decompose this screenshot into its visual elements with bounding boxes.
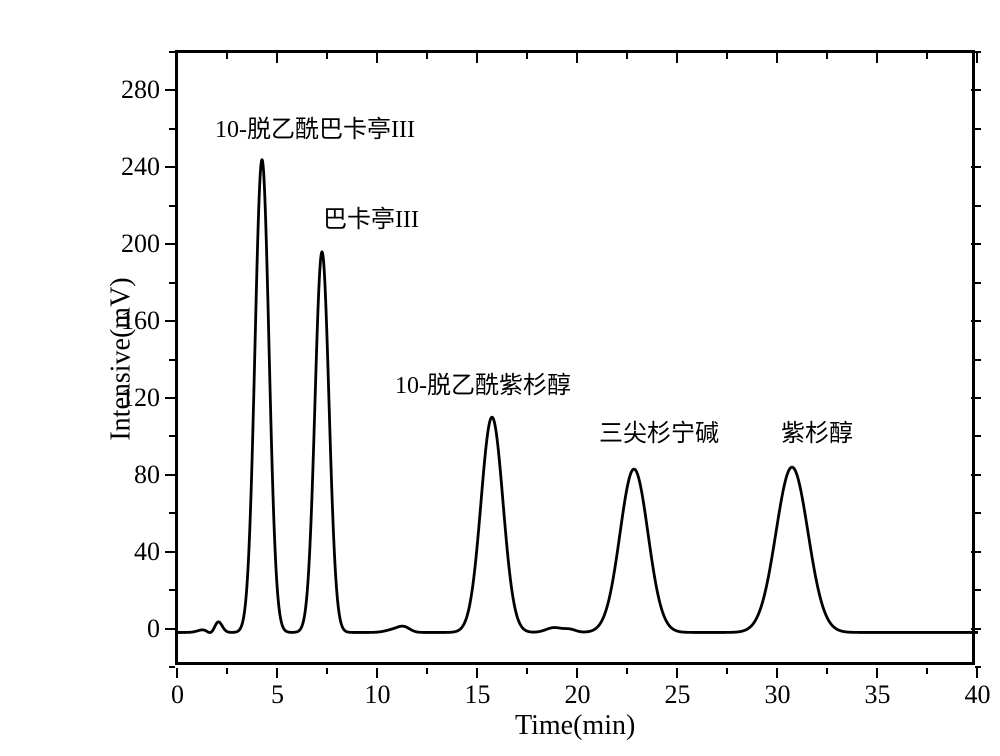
x-tick-minor-top — [526, 53, 528, 59]
x-tick-minor-top — [726, 53, 728, 59]
x-tick-label: 10 — [355, 680, 400, 710]
x-tick-major — [376, 668, 378, 678]
x-tick-major — [876, 668, 878, 678]
y-tick-minor-right — [975, 282, 981, 284]
x-tick-major-top — [376, 53, 378, 63]
y-tick-major-right — [971, 243, 981, 245]
x-tick-minor-top — [426, 53, 428, 59]
y-tick-major-right — [971, 397, 981, 399]
x-tick-label: 30 — [755, 680, 800, 710]
x-tick-minor — [326, 668, 328, 674]
y-tick-minor-right — [975, 589, 981, 591]
x-tick-minor-top — [826, 53, 828, 59]
y-tick-minor-right — [975, 128, 981, 130]
y-tick-major-right — [971, 474, 981, 476]
x-tick-major — [776, 668, 778, 678]
x-tick-minor — [726, 668, 728, 674]
y-tick-major — [165, 320, 175, 322]
y-tick-minor — [169, 128, 175, 130]
y-tick-minor — [169, 435, 175, 437]
y-tick-major-right — [971, 89, 981, 91]
y-tick-label: 120 — [105, 383, 160, 413]
x-tick-major — [576, 668, 578, 678]
x-tick-minor — [226, 668, 228, 674]
y-tick-minor — [169, 359, 175, 361]
y-tick-minor — [169, 666, 175, 668]
y-axis-label: Intensive(mV) — [106, 277, 138, 440]
y-tick-major — [165, 628, 175, 630]
x-tick-major-top — [876, 53, 878, 63]
x-tick-minor-top — [226, 53, 228, 59]
y-tick-label: 280 — [105, 75, 160, 105]
y-tick-major — [165, 243, 175, 245]
peak-label: 三尖杉宁碱 — [599, 413, 719, 448]
x-tick-major — [676, 668, 678, 678]
y-tick-minor-right — [975, 435, 981, 437]
x-tick-label: 15 — [455, 680, 500, 710]
x-tick-major — [476, 668, 478, 678]
y-tick-minor — [169, 512, 175, 514]
x-tick-major-top — [176, 53, 178, 63]
chart-container: Intensive(mV) Time(min) 0408012016020024… — [30, 20, 970, 740]
x-tick-minor — [426, 668, 428, 674]
x-tick-major-top — [476, 53, 478, 63]
x-tick-major-top — [276, 53, 278, 63]
x-tick-major-top — [676, 53, 678, 63]
x-tick-label: 40 — [955, 680, 1000, 710]
y-tick-major — [165, 89, 175, 91]
x-tick-minor-top — [626, 53, 628, 59]
y-tick-minor — [169, 282, 175, 284]
y-tick-label: 80 — [105, 460, 160, 490]
x-tick-minor — [526, 668, 528, 674]
y-tick-major-right — [971, 551, 981, 553]
y-tick-minor-right — [975, 512, 981, 514]
y-tick-major — [165, 166, 175, 168]
x-tick-label: 0 — [155, 680, 200, 710]
y-tick-minor — [169, 51, 175, 53]
y-tick-label: 240 — [105, 152, 160, 182]
peak-label: 巴卡亭III — [323, 199, 419, 234]
x-tick-major-top — [976, 53, 978, 63]
y-tick-major-right — [971, 628, 981, 630]
y-tick-minor — [169, 589, 175, 591]
x-tick-minor-top — [926, 53, 928, 59]
y-tick-label: 160 — [105, 306, 160, 336]
y-tick-label: 200 — [105, 229, 160, 259]
x-tick-label: 35 — [855, 680, 900, 710]
x-tick-label: 5 — [255, 680, 300, 710]
y-tick-minor-right — [975, 359, 981, 361]
y-tick-label: 40 — [105, 537, 160, 567]
peak-label: 10-脱乙酰紫杉醇 — [395, 365, 571, 400]
peak-label: 紫杉醇 — [781, 413, 853, 448]
x-tick-major — [276, 668, 278, 678]
y-tick-major-right — [971, 320, 981, 322]
y-tick-minor-right — [975, 205, 981, 207]
x-tick-major-top — [776, 53, 778, 63]
chromatogram-line — [178, 53, 978, 668]
y-tick-major — [165, 397, 175, 399]
y-tick-label: 0 — [105, 614, 160, 644]
x-tick-major — [176, 668, 178, 678]
y-tick-minor — [169, 205, 175, 207]
x-tick-major — [976, 668, 978, 678]
x-tick-label: 20 — [555, 680, 600, 710]
x-tick-minor — [926, 668, 928, 674]
x-tick-minor — [626, 668, 628, 674]
peak-label: 10-脱乙酰巴卡亭III — [215, 109, 415, 144]
y-tick-major-right — [971, 166, 981, 168]
x-tick-major-top — [576, 53, 578, 63]
x-tick-minor — [826, 668, 828, 674]
y-tick-major — [165, 551, 175, 553]
x-axis-label: Time(min) — [515, 710, 635, 742]
x-tick-minor-top — [326, 53, 328, 59]
y-tick-major — [165, 474, 175, 476]
x-tick-label: 25 — [655, 680, 700, 710]
